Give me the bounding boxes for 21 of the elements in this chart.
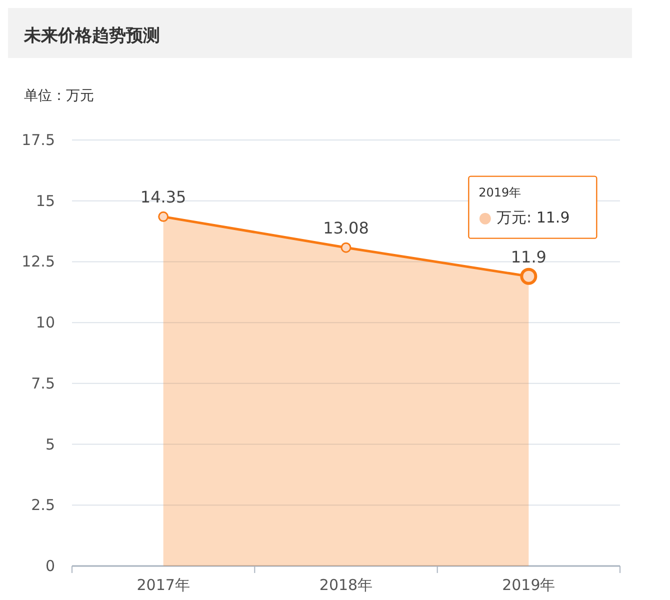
y-tick-label: 12.5	[22, 252, 55, 271]
y-tick-label: 5	[45, 435, 55, 454]
annotation: 2019年	[478, 185, 522, 200]
y-tick-label: 15	[36, 192, 55, 210]
data-label: 11.9	[510, 247, 546, 266]
x-tick-label: 2017年	[136, 576, 190, 594]
point	[340, 242, 352, 253]
y-tick-label: 7.5	[31, 374, 55, 392]
chart-subtitle: 单位：万元	[24, 88, 94, 104]
y-tick-label: 10	[36, 314, 55, 332]
y-tick-label: 2.5	[31, 496, 55, 514]
x-tick-label: 2018年	[319, 576, 373, 594]
tooltip: 2019年 ● 万元: 11.9	[468, 176, 598, 239]
y-tick-label: 17.5	[22, 131, 55, 149]
annotation: ● 万元: 11.9	[478, 208, 570, 226]
x-tick-label: 2019年	[502, 576, 556, 594]
data-label: 13.08	[323, 218, 369, 238]
chart-title: 未来价格趋势预测	[23, 26, 160, 46]
point	[158, 211, 169, 222]
y-tick-label: 0	[45, 557, 55, 575]
data-label: 14.35	[140, 188, 186, 207]
